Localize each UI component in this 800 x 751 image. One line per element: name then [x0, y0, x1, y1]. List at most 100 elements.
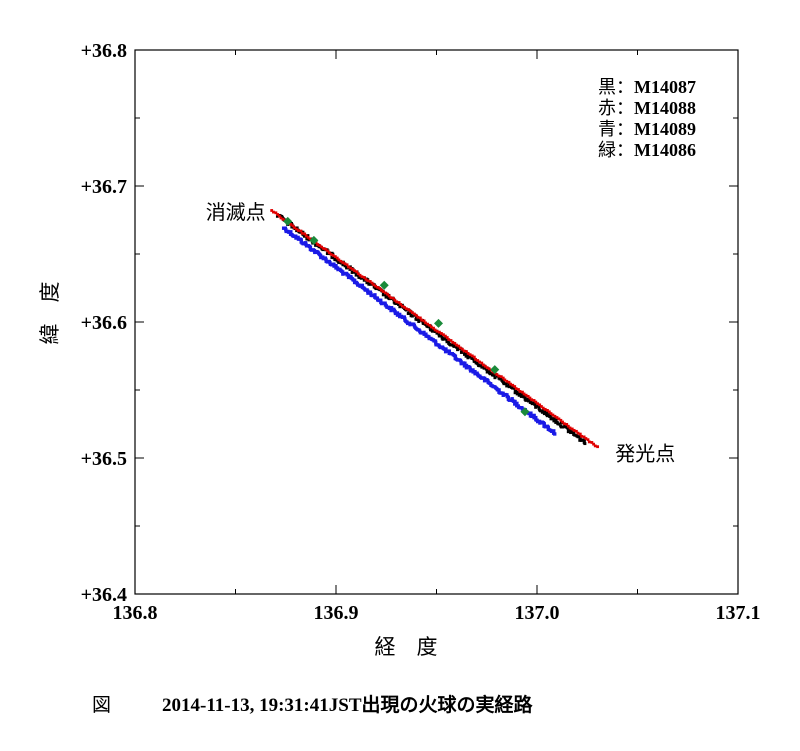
- data-point: [387, 294, 391, 298]
- data-point: [389, 308, 393, 313]
- data-point: [314, 243, 318, 247]
- data-point: [360, 275, 364, 279]
- data-point: [443, 334, 447, 338]
- data-point: [501, 376, 505, 380]
- data-point: [557, 422, 561, 426]
- data-point: [281, 217, 285, 221]
- data-point: [395, 311, 400, 315]
- data-point: [294, 227, 298, 231]
- data-point: [561, 420, 564, 424]
- data-point: [435, 329, 439, 333]
- data-point: [464, 366, 469, 370]
- data-point: [434, 341, 438, 345]
- data-point: [277, 214, 281, 218]
- data-point: [335, 256, 339, 260]
- data-point: [513, 385, 517, 388]
- data-point: [347, 265, 350, 269]
- data-point: [545, 410, 549, 414]
- data-point: [473, 371, 477, 376]
- data-point: [337, 260, 341, 264]
- data-point: [386, 292, 389, 296]
- data-point: [289, 230, 293, 234]
- data-point: [366, 291, 370, 295]
- data-point: [492, 373, 496, 377]
- data-point: [514, 387, 518, 390]
- data-point: [397, 301, 401, 304]
- data-point: [362, 278, 366, 282]
- data-point: [339, 259, 343, 263]
- data-point: [490, 371, 494, 375]
- data-point: [346, 273, 351, 278]
- data-point: [480, 361, 484, 365]
- data-point: [437, 332, 441, 336]
- data-point: [442, 333, 445, 337]
- data-point: [536, 419, 540, 424]
- data-point: [352, 278, 357, 282]
- data-point: [507, 385, 511, 389]
- y-tick-label: +36.4: [81, 584, 127, 606]
- data-point: [433, 328, 437, 332]
- data-point: [345, 263, 349, 267]
- data-point: [532, 399, 536, 402]
- data-point: [313, 250, 317, 255]
- data-point: [276, 213, 279, 216]
- data-point: [505, 379, 509, 383]
- data-point: [382, 290, 385, 294]
- data-point: [304, 244, 309, 248]
- data-point: [433, 330, 437, 334]
- data-point: [326, 249, 330, 253]
- series-M14088: [270, 209, 600, 449]
- data-point: [532, 416, 536, 420]
- data-point: [339, 261, 343, 265]
- data-point: [294, 234, 298, 238]
- data-point: [515, 390, 519, 394]
- data-point: [299, 229, 303, 233]
- data-point: [503, 378, 507, 382]
- data-point: [316, 243, 319, 246]
- data-point: [540, 410, 544, 414]
- data-point: [464, 363, 469, 368]
- data-point: [304, 234, 308, 238]
- annotation-end-point: 消滅点: [206, 200, 266, 224]
- data-point: [513, 402, 517, 406]
- data-point: [336, 267, 340, 272]
- data-point: [437, 334, 441, 338]
- data-point: [468, 369, 473, 373]
- data-point: [505, 384, 509, 388]
- data-point: [543, 425, 548, 429]
- data-point: [343, 262, 347, 266]
- data-point: [324, 247, 328, 251]
- legend-item: 緑：M14086: [598, 140, 696, 161]
- legend-item: 黒：M14087: [598, 77, 696, 98]
- data-point: [420, 331, 424, 335]
- data-point: [398, 305, 402, 309]
- data-point: [586, 438, 590, 442]
- legend-item: 赤：M14088: [598, 98, 696, 119]
- data-point: [394, 302, 398, 306]
- data-point: [389, 296, 393, 300]
- data-point: [549, 412, 553, 416]
- data-point: [400, 315, 405, 319]
- data-point: [321, 256, 325, 261]
- data-point: [453, 341, 457, 345]
- x-axis-label: 経 度: [375, 635, 438, 659]
- data-point: [374, 284, 378, 288]
- data-point: [576, 431, 580, 435]
- data-point: [444, 347, 448, 351]
- data-point: [557, 417, 561, 421]
- data-point: [478, 364, 482, 368]
- data-point: [506, 395, 511, 399]
- data-point: [487, 367, 491, 371]
- data-point: [306, 234, 310, 238]
- data-point: [570, 427, 574, 431]
- data-point: [384, 295, 388, 299]
- data-point: [530, 414, 534, 419]
- data-point: [549, 417, 553, 421]
- data-point: [447, 338, 451, 341]
- data-point: [417, 319, 421, 323]
- data-point: [551, 417, 555, 421]
- data-point: [526, 399, 530, 403]
